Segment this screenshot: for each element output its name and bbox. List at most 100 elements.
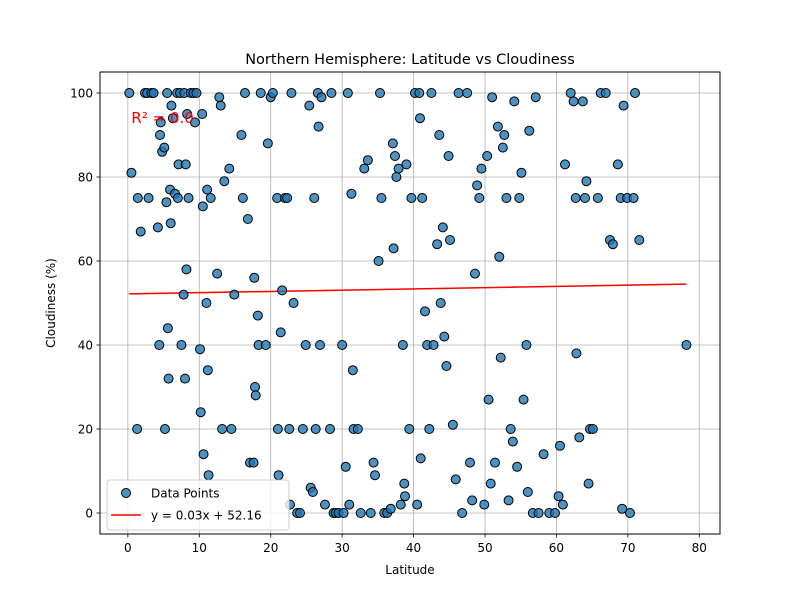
y-tick-label: 60 (78, 255, 93, 269)
data-point (393, 163, 404, 174)
data-point (365, 508, 376, 518)
data-point (570, 193, 581, 203)
x-tick-label: 50 (477, 541, 492, 555)
x-axis-ticks: 0 10 20 30 40 50 60 70 80 (124, 534, 707, 555)
y-axis-ticks: 0 20 40 60 80 100 (70, 87, 100, 521)
data-point (482, 151, 493, 161)
data-point (135, 226, 146, 237)
y-tick-label: 0 (85, 507, 93, 521)
data-point (612, 159, 623, 170)
data-point (155, 117, 166, 128)
data-point (474, 193, 485, 203)
data-point (190, 117, 200, 128)
data-point (681, 340, 692, 350)
data-point (260, 340, 271, 350)
data-point (237, 193, 248, 203)
data-point (162, 323, 173, 334)
data-point (370, 470, 380, 481)
data-point (250, 390, 261, 401)
legend-marker-points (121, 488, 131, 498)
data-point (625, 508, 635, 518)
data-point (617, 503, 628, 514)
data-point (180, 159, 191, 170)
plot-frame (99, 71, 721, 535)
data-point (198, 449, 209, 460)
data-point (467, 495, 478, 506)
data-point (229, 289, 240, 300)
data-point (571, 348, 582, 359)
data-point (445, 235, 455, 245)
data-point (288, 298, 299, 308)
data-point (395, 499, 406, 510)
data-point (387, 138, 398, 149)
data-point (154, 340, 165, 350)
data-point (178, 289, 189, 300)
data-point (391, 172, 402, 182)
data-point (580, 193, 590, 203)
data-point (607, 239, 618, 250)
data-point (248, 457, 259, 468)
data-point (163, 373, 174, 384)
data-point (512, 461, 523, 472)
data-point (530, 92, 541, 103)
data-point (344, 499, 355, 510)
data-point (195, 344, 205, 355)
data-point (352, 424, 363, 434)
data-point (160, 424, 170, 434)
data-point (373, 256, 384, 266)
data-point (618, 100, 629, 111)
data-point (212, 268, 223, 279)
data-point (634, 235, 645, 245)
data-point (368, 457, 379, 468)
data-point (161, 197, 172, 208)
data-point (443, 151, 454, 161)
data-point (340, 461, 351, 472)
data-point (313, 121, 324, 132)
x-tick-label: 30 (335, 541, 350, 555)
data-point (214, 92, 225, 103)
data-point (252, 310, 263, 321)
data-point (376, 193, 387, 203)
data-point (126, 167, 137, 178)
data-point (628, 193, 639, 203)
data-point (346, 188, 357, 199)
data-point (176, 340, 187, 350)
x-tick-label: 60 (549, 541, 564, 555)
data-point (439, 331, 450, 342)
data-point (166, 100, 177, 111)
data-point (240, 88, 250, 98)
data-point (487, 92, 498, 103)
data-point (307, 487, 318, 497)
data-point (495, 352, 506, 363)
data-point (183, 193, 194, 203)
regression-line (129, 283, 687, 295)
data-point (630, 88, 640, 98)
data-point (400, 491, 410, 502)
data-point (355, 508, 366, 518)
data-point (338, 508, 349, 518)
data-point (414, 88, 425, 98)
data-point (347, 365, 358, 376)
data-point (342, 88, 353, 98)
y-tick-label: 80 (78, 171, 93, 185)
data-point (437, 222, 448, 233)
data-point (574, 432, 585, 443)
data-point (224, 163, 235, 174)
x-tick-label: 20 (263, 541, 278, 555)
data-point (195, 407, 206, 418)
data-point (388, 243, 399, 254)
data-point (412, 499, 423, 510)
data-point (560, 159, 570, 170)
data-point (533, 508, 544, 518)
data-point (499, 130, 510, 140)
data-point (457, 508, 468, 518)
data-point (428, 340, 439, 350)
data-point (490, 457, 500, 468)
x-tick-label: 70 (620, 541, 635, 555)
data-point (255, 88, 266, 98)
data-point (201, 298, 212, 308)
r-squared-annotation: R² = 0.0 (131, 109, 193, 127)
data-point (450, 474, 461, 485)
data-points (124, 88, 692, 518)
